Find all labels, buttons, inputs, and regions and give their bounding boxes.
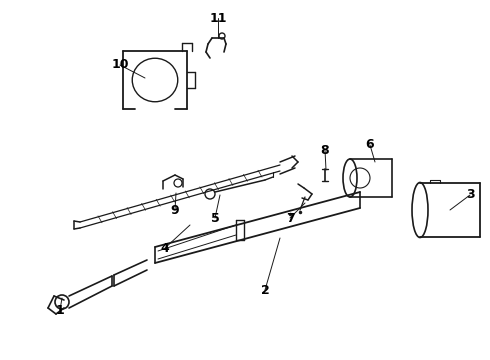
Text: 2: 2	[261, 284, 270, 297]
Text: 7: 7	[286, 211, 294, 225]
Text: 5: 5	[211, 211, 220, 225]
Text: 4: 4	[161, 242, 170, 255]
Text: 10: 10	[111, 58, 129, 72]
Text: 8: 8	[320, 144, 329, 157]
Text: 3: 3	[466, 189, 474, 202]
Text: 1: 1	[56, 303, 64, 316]
Text: 9: 9	[171, 203, 179, 216]
Text: 6: 6	[366, 139, 374, 152]
Text: 11: 11	[209, 12, 227, 24]
